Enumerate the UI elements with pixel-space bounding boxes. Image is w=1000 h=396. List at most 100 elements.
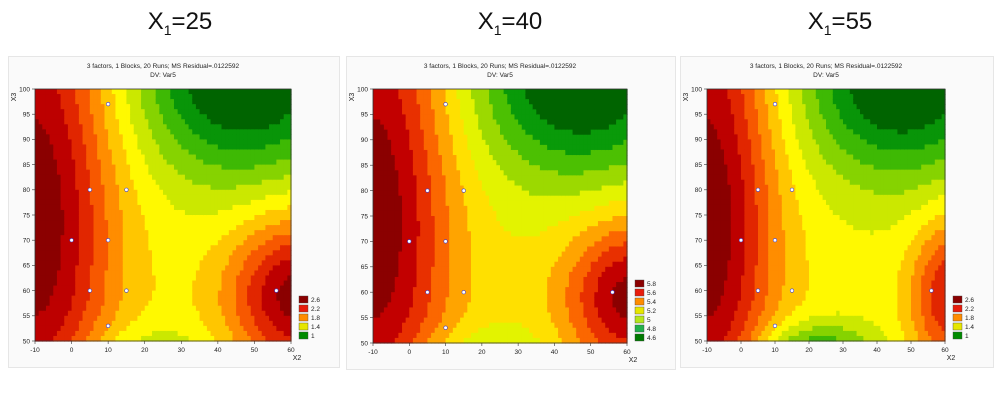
contour-cell <box>49 129 54 135</box>
contour-cell <box>239 225 245 231</box>
contour-cell <box>276 225 281 231</box>
contour-cell <box>126 230 131 236</box>
contour-cell <box>239 164 245 171</box>
contour-cell <box>192 134 197 140</box>
contour-cell <box>163 169 168 176</box>
y-tick-label: 65 <box>23 263 31 270</box>
contour-cell <box>192 149 197 156</box>
contour-cell <box>130 270 135 277</box>
contour-cell <box>228 330 234 337</box>
y-tick-label: 95 <box>23 112 31 119</box>
contour-cell <box>206 295 212 302</box>
contour-cell <box>100 220 106 226</box>
contour-cell <box>148 89 153 95</box>
contour-cell <box>89 124 95 130</box>
contour-cell <box>420 236 425 242</box>
contour-cell <box>108 154 113 161</box>
contour-cell <box>155 209 160 216</box>
contour-cell <box>287 310 292 317</box>
contour-cell <box>93 220 98 226</box>
contour-cell <box>100 109 106 115</box>
contour-cell <box>184 265 190 272</box>
contour-cell <box>82 300 87 307</box>
contour-cell <box>232 149 237 156</box>
contour-cell <box>261 300 266 307</box>
contour-cell <box>141 300 146 307</box>
contour-cell <box>232 220 237 226</box>
contour-cell <box>254 104 259 110</box>
contour-cell <box>119 149 124 156</box>
contour-cell <box>170 184 175 191</box>
contour-cell <box>272 174 277 181</box>
contour-cell <box>445 94 450 100</box>
contour-cell <box>141 295 146 302</box>
contour-cell <box>431 89 436 95</box>
contour-cell <box>203 250 208 256</box>
contour-cell <box>100 290 106 297</box>
contour-cell <box>148 169 153 176</box>
contour-cell <box>416 210 421 217</box>
contour-cell <box>261 209 266 216</box>
contour-cell <box>236 295 241 302</box>
contour-cell <box>89 149 95 156</box>
contour-cell <box>470 139 476 146</box>
contour-cell <box>42 280 47 287</box>
contour-cell <box>177 285 182 292</box>
contour-cell <box>173 280 179 287</box>
contour-cell <box>402 236 407 242</box>
contour-cell <box>243 134 248 140</box>
contour-cell <box>239 255 245 261</box>
contour-cell <box>283 209 288 216</box>
contour-cell <box>104 174 109 181</box>
contour-cell <box>405 170 410 176</box>
contour-cell <box>283 109 288 115</box>
contour-cell <box>387 109 392 115</box>
contour-cell <box>265 154 270 161</box>
contour-cell <box>115 260 120 266</box>
contour-cell <box>173 159 179 166</box>
contour-cell <box>431 210 436 217</box>
contour-cell <box>155 250 160 256</box>
contour-cell <box>122 204 128 211</box>
contour-cell <box>214 290 219 297</box>
contour-cell <box>56 235 62 241</box>
contour-cell <box>192 320 197 327</box>
contour-cell <box>456 124 461 131</box>
y-tick-label: 75 <box>23 212 31 219</box>
contour-cell <box>452 246 458 253</box>
contour-cell <box>89 129 95 135</box>
contour-cell <box>225 154 230 161</box>
contour-cell <box>67 235 73 241</box>
contour-cell <box>71 315 76 322</box>
contour-cell <box>100 144 106 151</box>
contour-cell <box>93 94 98 100</box>
contour-cell <box>192 295 197 302</box>
contour-cell <box>438 200 443 207</box>
contour-cell <box>287 275 292 282</box>
contour-cell <box>166 169 171 176</box>
contour-cell <box>416 175 421 182</box>
contour-cell <box>108 300 113 307</box>
contour-cell <box>431 139 436 146</box>
contour-cell <box>78 94 84 100</box>
contour-cell <box>188 99 193 105</box>
contour-cell <box>272 94 277 100</box>
contour-cell <box>53 220 58 226</box>
contour-cell <box>232 215 237 221</box>
contour-cell <box>239 240 245 246</box>
contour-cell <box>391 292 396 298</box>
contour-cell <box>53 89 58 95</box>
contour-cell <box>405 231 410 237</box>
contour-cell <box>460 139 465 146</box>
contour-cell <box>97 325 102 332</box>
contour-cell <box>217 250 223 256</box>
contour-cell <box>173 189 179 196</box>
contour-cell <box>272 330 277 337</box>
contour-cell <box>405 205 410 212</box>
contour-cell <box>214 255 219 261</box>
contour-cell <box>181 240 186 246</box>
contour-cell <box>159 275 164 282</box>
contour-cell <box>221 99 226 105</box>
contour-cell <box>250 255 256 261</box>
contour-cell <box>420 144 425 151</box>
